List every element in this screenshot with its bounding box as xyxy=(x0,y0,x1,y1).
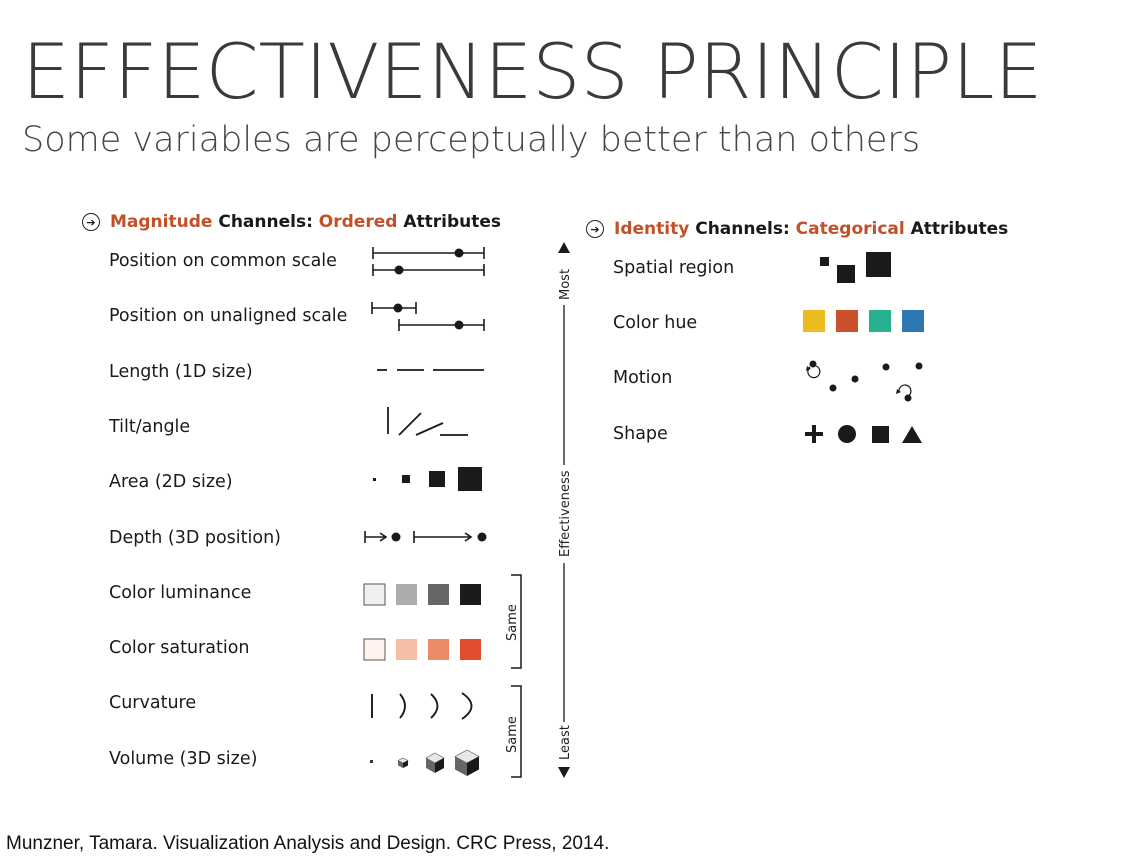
luminance-swatch xyxy=(363,583,386,606)
page-title: EFFECTIVENESS PRINCIPLE xyxy=(22,27,1043,116)
channel-label-color-hue: Color hue xyxy=(613,313,698,333)
area-glyph xyxy=(373,467,482,491)
channel-label-position-unaligned: Position on unaligned scale xyxy=(109,306,348,326)
spatial-region-glyph xyxy=(820,252,891,283)
same-label-1: Same xyxy=(505,604,520,641)
identity-word: Identity xyxy=(614,219,690,239)
luminance-glyph xyxy=(363,583,481,606)
luminance-swatch xyxy=(460,584,481,605)
axis-effectiveness-label: Effectiveness xyxy=(558,470,573,557)
volume-glyph xyxy=(370,749,480,776)
channel-label-tilt: Tilt/angle xyxy=(109,417,191,437)
luminance-swatch xyxy=(396,584,417,605)
same-label-2: Same xyxy=(505,716,520,753)
attributes-word: Attributes xyxy=(397,212,502,232)
attributes-word: Attributes xyxy=(904,219,1009,239)
channel-label-shape: Shape xyxy=(613,424,668,444)
effectiveness-axis: Most Effectiveness Least xyxy=(558,242,573,778)
saturation-glyph xyxy=(363,638,481,661)
identity-heading: ➔ Identity Channels: Categorical Attribu… xyxy=(586,219,1008,239)
arrow-circle-icon: ➔ xyxy=(586,220,604,238)
channel-label-area: Area (2D size) xyxy=(109,472,233,492)
channels-word: Channels: xyxy=(212,212,319,232)
hue-swatch xyxy=(869,310,891,332)
hue-swatch xyxy=(902,310,924,332)
hue-swatch xyxy=(803,310,825,332)
channels-word: Channels: xyxy=(689,219,796,239)
axis-least-label: Least xyxy=(558,725,573,760)
channel-label-curvature: Curvature xyxy=(109,693,197,713)
channel-label-spatial-region: Spatial region xyxy=(613,258,735,278)
same-bracket-2 xyxy=(511,685,522,778)
channel-label-length: Length (1D size) xyxy=(109,362,253,382)
magnitude-word: Magnitude xyxy=(110,212,213,232)
magnitude-heading: ➔ Magnitude Channels: Ordered Attributes xyxy=(82,212,501,232)
same-bracket-1 xyxy=(511,574,522,669)
curvature-glyph xyxy=(371,692,473,720)
saturation-swatch xyxy=(428,639,449,660)
position-unaligned-glyph xyxy=(371,302,485,331)
tilt-glyph xyxy=(387,407,468,436)
axis-most-label: Most xyxy=(558,269,573,300)
saturation-swatch xyxy=(460,639,481,660)
motion-glyph xyxy=(806,360,923,402)
depth-glyph xyxy=(364,531,487,543)
channel-label-luminance: Color luminance xyxy=(109,583,252,603)
position-common-glyph xyxy=(372,247,485,276)
categorical-word: Categorical xyxy=(795,219,905,239)
hue-swatch xyxy=(836,310,858,332)
down-arrow-icon xyxy=(558,767,570,778)
up-arrow-icon xyxy=(558,242,570,253)
arrow-circle-icon: ➔ xyxy=(82,213,100,231)
ordered-word: Ordered xyxy=(318,212,398,232)
citation: Munzner, Tamara. Visualization Analysis … xyxy=(6,833,610,854)
channel-label-volume: Volume (3D size) xyxy=(109,749,258,769)
page-subtitle: Some variables are perceptually better t… xyxy=(22,120,921,160)
channel-label-depth: Depth (3D position) xyxy=(109,528,282,548)
saturation-swatch xyxy=(363,638,386,661)
channel-label-saturation: Color saturation xyxy=(109,638,250,658)
shape-glyph xyxy=(805,425,922,443)
luminance-swatch xyxy=(428,584,449,605)
channel-label-motion: Motion xyxy=(613,368,673,388)
color-hue-glyph xyxy=(803,310,924,332)
channel-label-position-common: Position on common scale xyxy=(109,251,337,271)
saturation-swatch xyxy=(396,639,417,660)
